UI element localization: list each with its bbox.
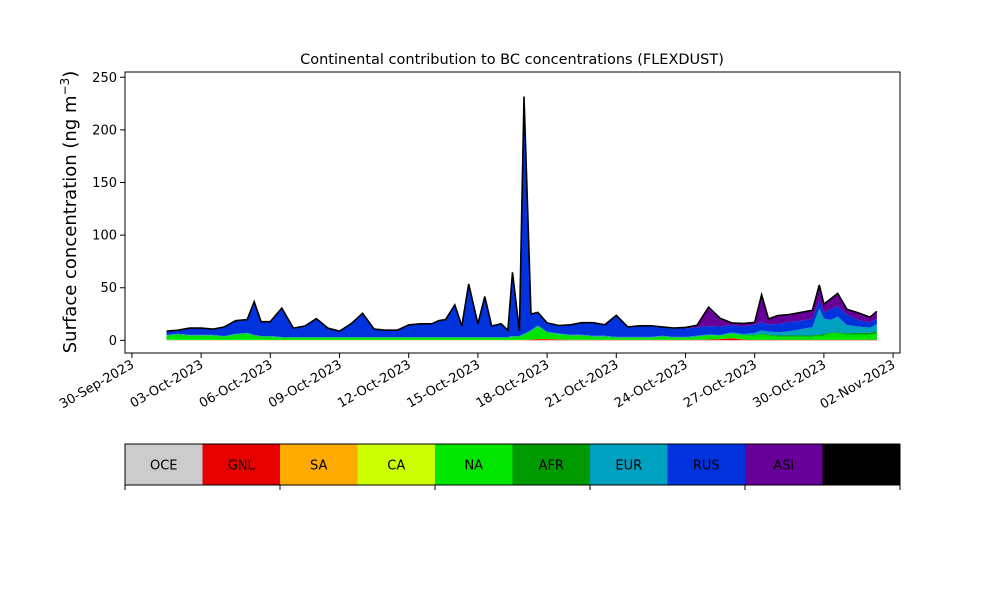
legend-label: AUS (848, 459, 875, 474)
y-axis: 0 50 100 150 200 250 (92, 71, 125, 349)
total-outline (166, 96, 878, 333)
y-tick-label: 250 (92, 71, 117, 86)
legend-swatch-sa (280, 444, 358, 485)
y-tick-label: 50 (100, 281, 117, 296)
legend-swatch-gnl (202, 444, 281, 485)
chart-title: Continental contribution to BC concentra… (300, 52, 724, 68)
y-axis-label-superscript: −3 (58, 78, 72, 96)
x-tick-label: 24-Oct-2023 (612, 357, 690, 411)
legend-swatch-rus (667, 444, 746, 485)
legend-label: NA (464, 459, 483, 474)
area-afr (166, 326, 877, 338)
x-tick-label: 18-Oct-2023 (474, 357, 552, 411)
legend-swatch-ca (357, 444, 436, 485)
x-tick-label: 30-Oct-2023 (750, 357, 828, 411)
x-tick-label: 15-Oct-2023 (405, 357, 483, 411)
x-axis: 30-Sep-202303-Oct-202306-Oct-202309-Oct-… (57, 353, 898, 412)
legend-label: ASI (773, 459, 794, 474)
y-tick-label: 100 (92, 229, 117, 244)
legend-swatch-na (435, 444, 513, 485)
legend-label: AFR (539, 459, 564, 474)
legend-swatch-afr (512, 444, 591, 485)
legend-colorbar: OCE GNL SA CA NA AFR EUR RUS ASI AUS (124, 443, 901, 490)
x-tick-label: 09-Oct-2023 (266, 357, 344, 411)
x-tick-label: 27-Oct-2023 (681, 357, 759, 411)
y-axis-label-main: Surface concentration (ng m (60, 95, 81, 353)
legend-swatch-oce (125, 444, 203, 485)
legend-label: SA (310, 459, 327, 474)
legend-label: RUS (693, 459, 720, 474)
x-tick-label: 03-Oct-2023 (128, 357, 206, 411)
legend-swatch-eur (590, 444, 668, 485)
y-tick-label: 150 (92, 176, 117, 191)
y-tick-label: 200 (92, 123, 117, 138)
area-eur (166, 308, 877, 338)
area-na (166, 326, 877, 340)
legend-frame (124, 443, 901, 486)
y-axis-label: Surface concentration (ng m−3) (58, 71, 81, 354)
legend-label: GNL (228, 459, 256, 474)
legend-label: OCE (150, 459, 178, 474)
legend-swatch-aus (822, 444, 901, 485)
x-tick-label: 02-Nov-2023 (818, 357, 898, 412)
legend-label: CA (387, 459, 405, 474)
legend-label: EUR (615, 459, 642, 474)
area-gnl (166, 338, 877, 341)
plot-frame (124, 71, 901, 354)
y-tick-label: 0 (109, 334, 117, 349)
x-tick-label: 21-Oct-2023 (543, 357, 621, 411)
y-axis-label-close: ) (60, 71, 81, 78)
x-tick-label: 30-Sep-2023 (57, 357, 137, 412)
legend-swatch-asi (745, 444, 823, 485)
x-tick-label: 12-Oct-2023 (335, 357, 413, 411)
x-tick-label: 06-Oct-2023 (197, 357, 275, 411)
